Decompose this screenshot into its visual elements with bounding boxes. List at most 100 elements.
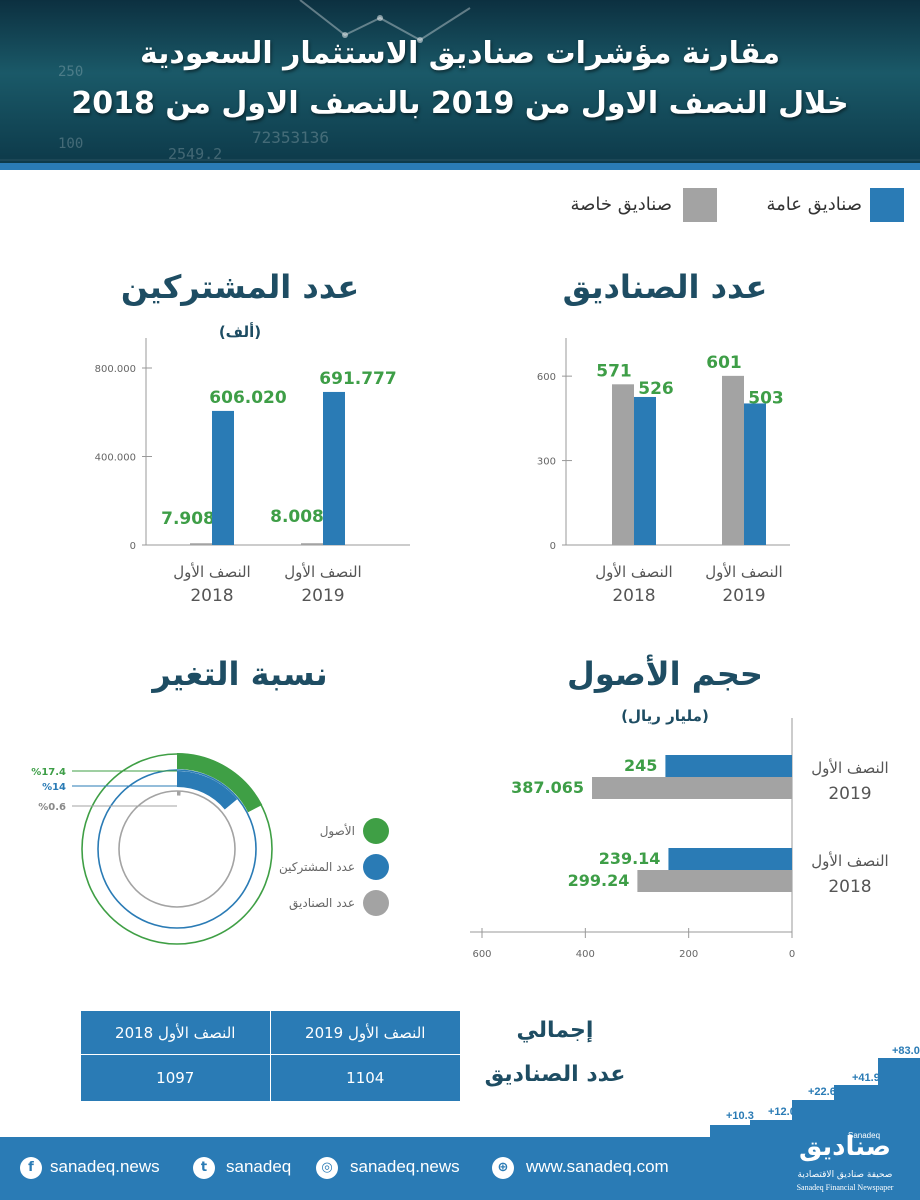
growth-step-label: +22.6 [808, 1086, 836, 1098]
percent-label: %14 [42, 782, 66, 793]
header-deco-number: 2549.2 [168, 145, 223, 163]
data-label: 299.24 [568, 871, 630, 890]
assets-bar-chart: 0 200 400 600 245 387.065 النصف الأول 2019 239.1… [470, 718, 889, 960]
brand-tagline-ar: صحيفة صناديق الاقتصادية [797, 1170, 893, 1180]
y-tick-label: النصف الأول [811, 851, 888, 870]
legend-dot [363, 890, 389, 916]
instagram-icon[interactable]: ◎ [316, 1157, 338, 1179]
y-tick-label: 0 [550, 541, 556, 552]
footer-bar [0, 1137, 920, 1200]
brand-logo-text: صناديق [798, 1132, 892, 1162]
bar-private [592, 777, 792, 799]
bar-public [665, 755, 792, 777]
growth-step [834, 1085, 878, 1137]
header-deco-number: 100 [58, 136, 84, 152]
data-label: 239.14 [599, 849, 661, 868]
totals-header-2018: النصف الأول 2018 [80, 1010, 271, 1055]
legend-dot-label: الأصول [320, 823, 355, 839]
bar-private [301, 543, 323, 545]
assets-subtitle: (مليار ريال) [621, 707, 709, 725]
subscribers-subtitle: (ألف) [218, 323, 262, 341]
header-banner: 250 100 72353136 2549.2 مقارنة مؤشرات صن… [0, 0, 920, 163]
legend-dot [363, 818, 389, 844]
data-label: 691.777 [319, 369, 396, 389]
bar-public [323, 391, 345, 545]
bar-public [744, 403, 766, 545]
subscribers-bar-chart: 0 400.000 800.000 7.908 606.020 النصف الأول 20… [95, 338, 410, 606]
brand-tagline-en: Sanadeq Financial Newspaper [796, 1183, 894, 1192]
growth-step-label: +41.9 [852, 1072, 880, 1084]
y-tick-label: 400.000 [95, 453, 136, 464]
y-tick-label: 2019 [828, 784, 871, 804]
facebook-link[interactable]: sanadeq.news [50, 1157, 160, 1176]
x-tick-label: النصف الأول [284, 562, 361, 581]
data-label: 7.908 [161, 509, 215, 529]
x-tick-label: 400 [576, 949, 595, 960]
ring-track [118, 790, 236, 908]
totals-title-line-1: إجمالي [516, 1018, 594, 1043]
legend-dot-label: عدد المشتركين [279, 860, 355, 875]
growth-step-label: +10.3 [726, 1110, 754, 1122]
data-label: 526 [638, 379, 674, 399]
y-tick-label: 2018 [828, 877, 871, 897]
y-tick-label: النصف الأول [811, 758, 888, 777]
legend-swatch-public [870, 188, 904, 222]
growth-step [792, 1100, 834, 1137]
header-network-decoration [0, 0, 920, 161]
data-label: 245 [624, 756, 657, 775]
funds-bar-chart: 0 300 600 571 526 النصف الأول 2018 601 503 النصف … [537, 338, 790, 606]
bar-public [212, 410, 234, 545]
header-deco-number: 250 [58, 64, 84, 80]
data-label: 571 [596, 361, 632, 381]
data-label: 387.065 [511, 778, 584, 797]
bar-private [612, 384, 634, 545]
y-tick-label: 600 [537, 372, 556, 383]
x-tick-label: 2018 [612, 586, 655, 606]
header-underline [0, 163, 920, 170]
x-tick-label: 0 [789, 949, 795, 960]
page-title-line-2: خلال النصف الاول من 2019 بالنصف الاول من… [71, 86, 849, 121]
growth-step-label: +83.0 [892, 1045, 920, 1057]
x-tick-label: 600 [472, 949, 491, 960]
legend-label-public: صناديق عامة [766, 194, 862, 215]
data-label: 8.008 [270, 507, 324, 527]
growth-step [750, 1120, 792, 1137]
percent-label: %0.6 [38, 802, 66, 813]
x-tick-label: 2019 [301, 586, 344, 606]
x-tick-label: 200 [679, 949, 698, 960]
x-tick-label: النصف الأول [705, 562, 782, 581]
twitter-link[interactable]: sanadeq [226, 1157, 292, 1176]
x-tick-label: 2018 [190, 586, 233, 606]
data-label: 503 [748, 388, 784, 408]
legend-dot-label: عدد الصناديق [289, 896, 355, 911]
subscribers-title: عدد المشتركين [120, 268, 360, 306]
website-link[interactable]: www.sanadeq.com [526, 1157, 669, 1176]
twitter-icon[interactable]: t [193, 1157, 215, 1179]
legend-dot [363, 854, 389, 880]
page-title-line-1: مقارنة مؤشرات صناديق الاستثمار السعودية [139, 36, 781, 71]
header-deco-number: 72353136 [252, 128, 330, 147]
growth-step [710, 1125, 750, 1137]
globe-icon[interactable]: ⊕ [492, 1157, 514, 1179]
change-title: نسبة التغير [152, 655, 328, 693]
totals-value-2019: 1104 [269, 1054, 461, 1102]
x-tick-label: النصف الأول [173, 562, 250, 581]
y-tick-label: 800.000 [95, 364, 136, 375]
bar-public [634, 396, 656, 545]
change-radial-chart: %17.4 الأصول %14 عدد المشتركين %0.6 عدد الصنا… [31, 753, 389, 945]
growth-step [878, 1058, 920, 1137]
totals-table: النصف الأول 2018 النصف الأول 2019 1097 1… [80, 1010, 461, 1102]
bar-private [722, 375, 744, 545]
totals-header-2019: النصف الأول 2019 [269, 1010, 461, 1055]
percent-label: %17.4 [31, 767, 66, 778]
instagram-link[interactable]: sanadeq.news [350, 1157, 460, 1176]
facebook-icon[interactable]: f [20, 1157, 42, 1179]
legend-label-private: صناديق خاصة [570, 194, 672, 215]
assets-title: حجم الأصول [567, 655, 763, 693]
x-tick-label: 2019 [722, 586, 765, 606]
growth-step-label: +12.0 [768, 1106, 796, 1118]
funds-title: عدد الصناديق [562, 268, 768, 306]
radial-arc [176, 771, 238, 810]
legend-swatch-private [683, 188, 717, 222]
y-tick-label: 300 [537, 457, 556, 468]
